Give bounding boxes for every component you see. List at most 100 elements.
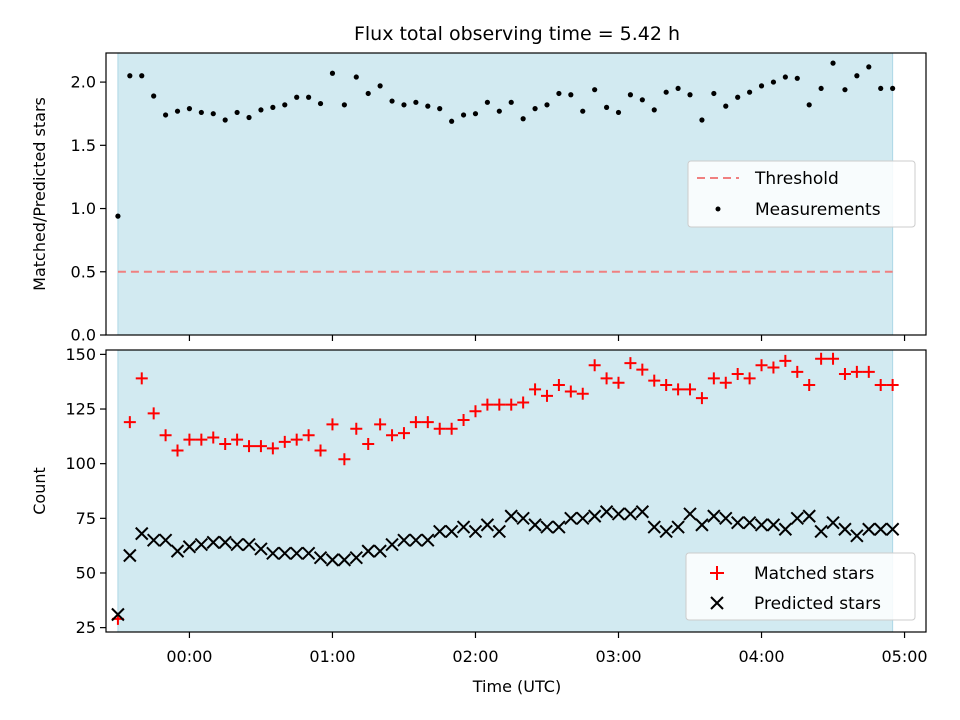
matched-star-marker	[517, 396, 530, 409]
matched-star-marker	[862, 365, 875, 378]
predicted-star-marker	[266, 546, 280, 561]
predicted-star-marker	[230, 537, 244, 552]
measurement-point	[687, 92, 693, 98]
measurement-point	[568, 92, 574, 98]
matched-star-marker	[386, 429, 399, 442]
matched-star-marker	[219, 438, 232, 450]
measurement-point	[186, 106, 193, 112]
predicted-star-marker	[647, 520, 661, 534]
legend-box-count	[685, 552, 916, 621]
predicted-star-marker	[719, 511, 733, 526]
measurement-point	[115, 213, 121, 219]
measurement-point	[651, 107, 657, 113]
measurement-point	[711, 90, 717, 97]
measurement-point	[770, 79, 777, 85]
matched-star-marker	[791, 365, 804, 378]
legend-measurements-swatch	[715, 206, 721, 212]
predicted-star-marker	[170, 544, 185, 558]
matched-star-marker	[838, 368, 851, 381]
predicted-star-marker	[337, 553, 352, 567]
matched-star-marker	[481, 398, 494, 411]
y-ratio-tick-label: 0.5	[71, 262, 96, 281]
predicted-star-marker	[695, 518, 709, 532]
measurement-point	[603, 104, 610, 110]
measurement-point	[437, 106, 443, 112]
predicted-star-marker	[790, 511, 804, 526]
predicted-star-marker	[361, 544, 375, 558]
measurement-point	[246, 114, 252, 121]
measurement-point	[627, 92, 634, 98]
matched-star-marker	[183, 433, 196, 446]
predicted-star-marker	[564, 511, 578, 526]
y-count-tick-label: 75	[76, 509, 96, 528]
matched-star-marker	[755, 359, 768, 372]
measurement-point	[401, 102, 407, 108]
measurement-point	[830, 60, 836, 66]
matched-star-marker	[588, 359, 601, 372]
predicted-star-marker	[874, 522, 888, 536]
predicted-star-marker	[385, 537, 399, 552]
measurement-point	[472, 111, 479, 117]
predicted-star-marker	[707, 509, 721, 523]
matched-star-marker	[624, 357, 637, 370]
predicted-star-marker	[754, 518, 769, 532]
measurement-point	[890, 85, 896, 92]
matched-star-marker	[886, 378, 899, 391]
measurement-point	[639, 97, 645, 103]
matched-star-marker	[529, 383, 542, 396]
measurement-point	[544, 102, 550, 108]
predicted-star-marker	[635, 505, 650, 519]
predicted-star-marker	[766, 518, 781, 532]
predicted-star-marker	[206, 535, 220, 550]
legend-matched-label: Matched stars	[754, 564, 874, 584]
measurement-point	[854, 73, 860, 79]
measurement-point	[508, 99, 514, 105]
measurement-point	[842, 87, 848, 93]
predicted-star-marker	[397, 533, 411, 547]
matched-star-marker	[874, 378, 887, 391]
measurement-point	[365, 90, 371, 97]
matched-star-marker	[338, 453, 351, 466]
measurement-point	[663, 89, 669, 95]
predicted-star-marker	[373, 544, 387, 558]
predicted-star-marker	[862, 522, 876, 536]
matched-star-marker	[314, 444, 327, 457]
measurement-point	[389, 98, 395, 104]
matched-star-marker	[850, 365, 863, 378]
matched-star-marker	[397, 427, 410, 440]
matched-star-marker	[290, 433, 303, 446]
predicted-star-marker	[552, 520, 566, 534]
predicted-star-marker	[480, 518, 495, 532]
x-tick-label: 01:00	[309, 647, 355, 666]
measurement-point	[306, 94, 312, 100]
matched-star-marker	[493, 398, 506, 411]
measurement-point	[520, 116, 526, 122]
y-count-tick-label: 50	[76, 563, 96, 582]
matched-star-markers	[111, 352, 899, 625]
matched-star-marker	[374, 418, 387, 431]
matched-star-marker	[564, 385, 577, 398]
measurement-point	[818, 85, 824, 92]
measurement-point	[758, 83, 765, 89]
measurement-point	[496, 108, 502, 114]
predicted-star-marker	[218, 535, 232, 550]
matched-star-marker	[159, 429, 172, 442]
predicted-star-marker	[599, 505, 614, 519]
legend-count: Matched stars Predicted stars	[685, 552, 916, 621]
predicted-star-marker	[433, 524, 447, 539]
predicted-star-marker	[850, 529, 864, 543]
y-ratio-tick-label: 1.5	[71, 136, 96, 155]
x-tick-label: 05:00	[881, 647, 927, 666]
x-axis-label: Time (UTC)	[472, 677, 561, 696]
predicted-star-marker	[468, 524, 483, 539]
matched-star-marker	[612, 376, 625, 389]
measurement-point	[341, 102, 347, 108]
legend-ratio: Threshold Measurements	[687, 160, 916, 228]
matched-star-marker	[278, 435, 291, 448]
predicted-star-marker	[421, 533, 435, 547]
predicted-star-marker	[504, 509, 518, 523]
predicted-star-marker	[730, 515, 745, 530]
measurement-point	[532, 106, 538, 112]
predicted-star-marker	[885, 522, 900, 536]
matched-star-marker	[576, 387, 589, 400]
